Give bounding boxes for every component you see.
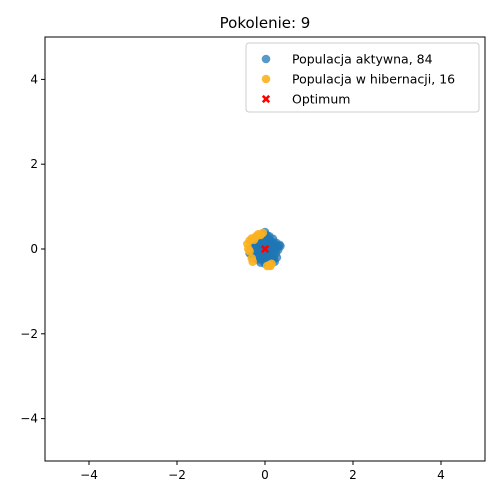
x-tick-label: 0 [261,468,269,482]
y-tick-label: −4 [20,412,38,426]
legend-marker [261,74,271,84]
data-points [243,227,285,271]
y-tick-label: −2 [20,327,38,341]
x-tick-label: −2 [168,468,186,482]
x-tick-label: 2 [349,468,357,482]
optimum-marker [260,244,270,254]
x-tick-label: −4 [80,468,98,482]
x-axis: −4 −2 0 2 4 [80,461,445,482]
data-point [248,257,257,267]
x-tick-label: 4 [437,468,445,482]
legend-label: Populacja w hibernacji, 16 [292,72,455,87]
data-point [268,234,278,244]
y-axis: −4 −2 0 2 4 [20,72,45,426]
legend-label: Populacja aktywna, 84 [292,52,433,67]
legend-label: Optimum [292,92,350,107]
data-point [262,261,272,271]
legend-marker [261,94,271,104]
series-2 [260,244,270,254]
legend-marker [261,54,271,64]
legend: Populacja aktywna, 84 Populacja w hiberna… [245,42,480,113]
data-point [245,246,254,256]
y-tick-label: 2 [30,157,38,171]
data-point [254,229,263,239]
legend-box [245,42,480,113]
y-tick-label: 0 [30,242,38,256]
y-tick-label: 4 [30,72,38,86]
chart-title: Pokolenie: 9 [220,14,311,32]
series-1 [243,228,276,271]
